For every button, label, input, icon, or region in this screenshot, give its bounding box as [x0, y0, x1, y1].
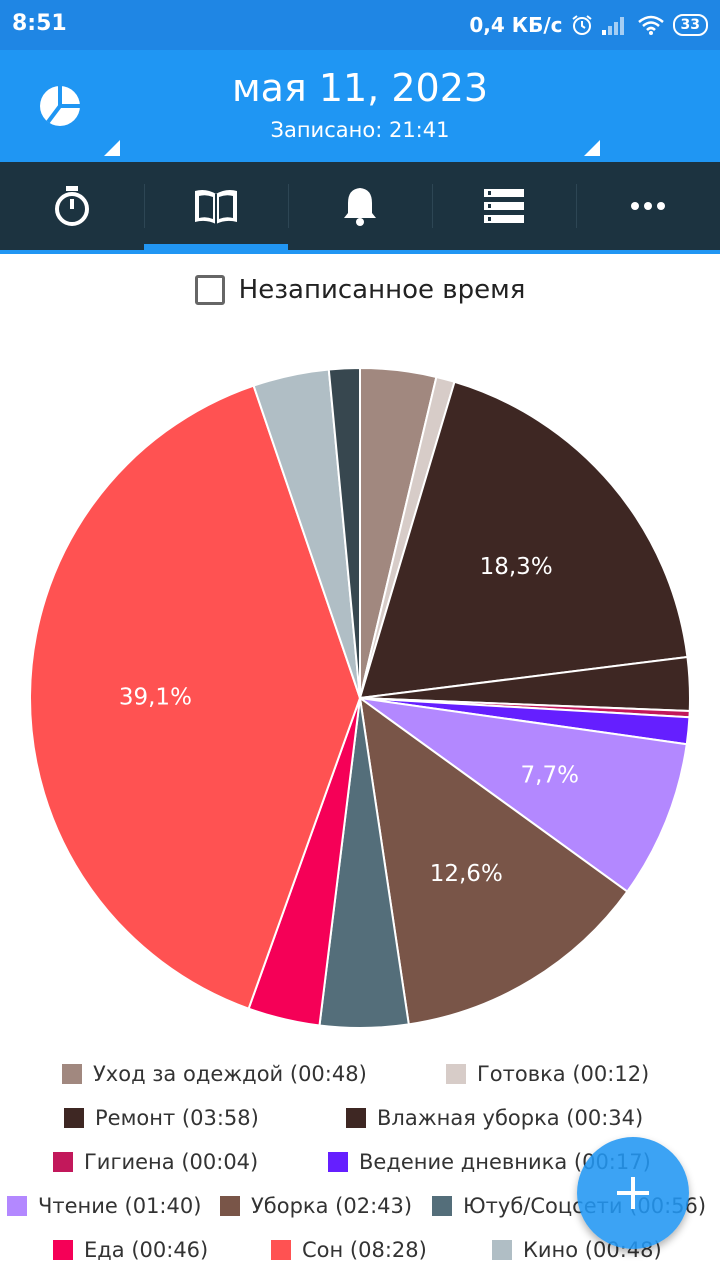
legend-swatch — [53, 1240, 73, 1260]
status-indicators: 0,4 КБ/с 33 — [469, 10, 708, 40]
legend-label: Уборка (02:43) — [251, 1194, 413, 1218]
list-icon — [484, 189, 524, 223]
legend-item-2: Ремонт (03:58) — [64, 1106, 259, 1130]
plus-icon — [617, 1177, 649, 1209]
pie-label-7: 12,6% — [430, 861, 503, 887]
legend-swatch — [271, 1240, 291, 1260]
unrecorded-checkbox[interactable] — [194, 275, 225, 305]
legend-label: Еда (00:46) — [84, 1238, 209, 1262]
tab-timer[interactable] — [0, 162, 144, 250]
wifi-icon — [637, 15, 664, 35]
pie-slice-7[interactable] — [358, 695, 629, 1026]
legend-label: Сон (08:28) — [302, 1238, 427, 1262]
legend-item-10: Сон (08:28) — [271, 1238, 427, 1262]
legend-swatch — [492, 1240, 512, 1260]
app-header: мая 11, 2023 Записано: 21:41 — [0, 50, 720, 162]
alarm-icon — [571, 15, 592, 35]
pie-slice-2[interactable] — [358, 380, 689, 700]
pie-label-10: 39,1% — [119, 684, 192, 710]
more-dots-icon — [631, 202, 665, 210]
recorded-total: Записано: 21:41 — [270, 118, 450, 142]
pie-chart[interactable]: 18,3% 7,7% 12,6% 39,1% — [0, 360, 720, 1050]
legend-item-7: Уборка (02:43) — [220, 1194, 412, 1218]
stopwatch-icon — [55, 186, 89, 226]
book-icon — [195, 190, 237, 224]
pie-slice-6[interactable] — [359, 697, 688, 893]
legend-swatch — [64, 1108, 84, 1128]
tab-underline — [0, 250, 720, 254]
legend-swatch — [446, 1064, 466, 1084]
date-dropdown-corner[interactable] — [104, 140, 120, 156]
status-time: 8:51 — [12, 11, 67, 36]
legend-label: Готовка (00:12) — [477, 1062, 650, 1086]
add-entry-button[interactable] — [577, 1137, 689, 1249]
pie-label-2: 18,3% — [480, 554, 553, 580]
header-date[interactable]: мая 11, 2023 — [231, 66, 489, 110]
status-bar: 8:51 0,4 КБ/с 33 — [0, 0, 720, 50]
bell-icon — [344, 188, 376, 226]
unrecorded-label: Незаписанное время — [238, 275, 526, 305]
legend-item-1: Готовка (00:12) — [446, 1062, 649, 1086]
tab-more[interactable] — [576, 162, 720, 250]
legend-swatch — [53, 1152, 73, 1172]
legend-swatch — [62, 1064, 82, 1084]
battery-indicator: 33 — [672, 14, 708, 36]
app-logo-icon[interactable] — [38, 84, 82, 128]
tab-log[interactable] — [144, 162, 288, 250]
legend-label: Уход за одеждой (00:48) — [93, 1062, 367, 1086]
legend-label: Гигиена (00:04) — [84, 1150, 259, 1174]
tab-reminders[interactable] — [288, 162, 432, 250]
legend-item-0: Уход за одеждой (00:48) — [62, 1062, 367, 1086]
pie-label-6: 7,7% — [521, 763, 579, 789]
tab-bar — [0, 162, 720, 250]
legend-item-9: Еда (00:46) — [53, 1238, 208, 1262]
unrecorded-time-toggle[interactable]: Незаписанное время — [0, 270, 720, 310]
tab-list[interactable] — [432, 162, 576, 250]
legend-swatch — [346, 1108, 366, 1128]
legend-label: Ремонт (03:58) — [95, 1106, 259, 1130]
legend-item-6: Чтение (01:40) — [7, 1194, 201, 1218]
network-speed: 0,4 КБ/с — [469, 13, 563, 37]
legend-swatch — [220, 1196, 240, 1216]
signal-icon — [601, 17, 624, 35]
legend-item-4: Гигиена (00:04) — [53, 1150, 258, 1174]
recorded-dropdown-corner[interactable] — [584, 140, 600, 156]
legend-label: Чтение (01:40) — [38, 1194, 202, 1218]
legend-label: Влажная уборка (00:34) — [377, 1106, 644, 1130]
pie-slice-10[interactable] — [29, 384, 362, 1010]
legend-swatch — [432, 1196, 452, 1216]
legend-swatch — [7, 1196, 27, 1216]
pie-slice-12[interactable] — [327, 366, 361, 699]
legend-swatch — [328, 1152, 348, 1172]
legend-item-3: Влажная уборка (00:34) — [346, 1106, 643, 1130]
